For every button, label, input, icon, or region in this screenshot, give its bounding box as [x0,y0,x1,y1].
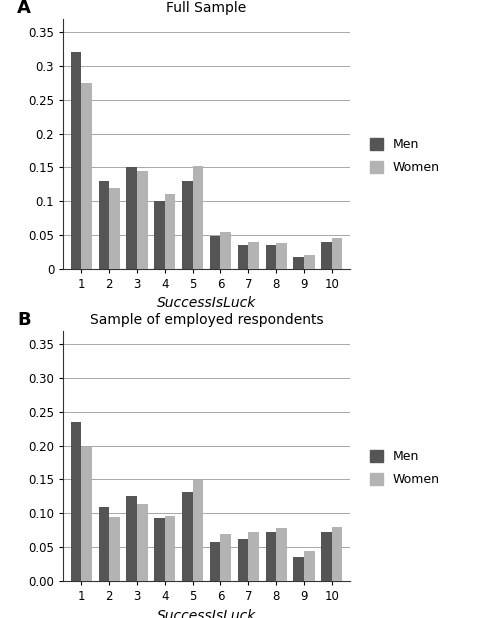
Bar [294,257,304,269]
Bar [126,167,137,269]
X-axis label: SuccessIsLuck: SuccessIsLuck [157,609,256,618]
Bar [221,232,231,269]
Title: Full Sample: Full Sample [166,1,247,15]
Bar [238,539,248,581]
Bar [182,181,192,269]
Bar [304,255,314,269]
Bar [248,242,259,269]
Bar [265,245,276,269]
Bar [165,516,175,581]
X-axis label: SuccessIsLuck: SuccessIsLuck [157,297,256,310]
Bar [321,242,332,269]
Bar [137,171,148,269]
Bar [294,557,304,581]
Text: B: B [17,311,31,329]
Bar [137,504,148,581]
Title: Sample of employed respondents: Sample of employed respondents [90,313,323,327]
Bar [70,422,81,581]
Bar [192,480,203,581]
Bar [154,518,165,581]
Bar [126,496,137,581]
Bar [81,83,92,269]
Bar [238,245,248,269]
Bar [192,166,203,269]
Bar [210,542,221,581]
Bar [109,188,120,269]
Bar [81,447,92,581]
Bar [276,528,287,581]
Legend: Men, Women: Men, Women [367,448,442,489]
Legend: Men, Women: Men, Women [367,136,442,177]
Bar [99,181,109,269]
Bar [221,533,231,581]
Bar [154,201,165,269]
Bar [332,238,343,269]
Bar [265,532,276,581]
Bar [165,195,175,269]
Bar [248,531,259,581]
Bar [332,527,343,581]
Bar [109,517,120,581]
Text: A: A [17,0,31,17]
Bar [182,492,192,581]
Bar [276,243,287,269]
Bar [321,531,332,581]
Bar [70,53,81,269]
Bar [99,507,109,581]
Bar [304,551,314,581]
Bar [210,236,221,269]
